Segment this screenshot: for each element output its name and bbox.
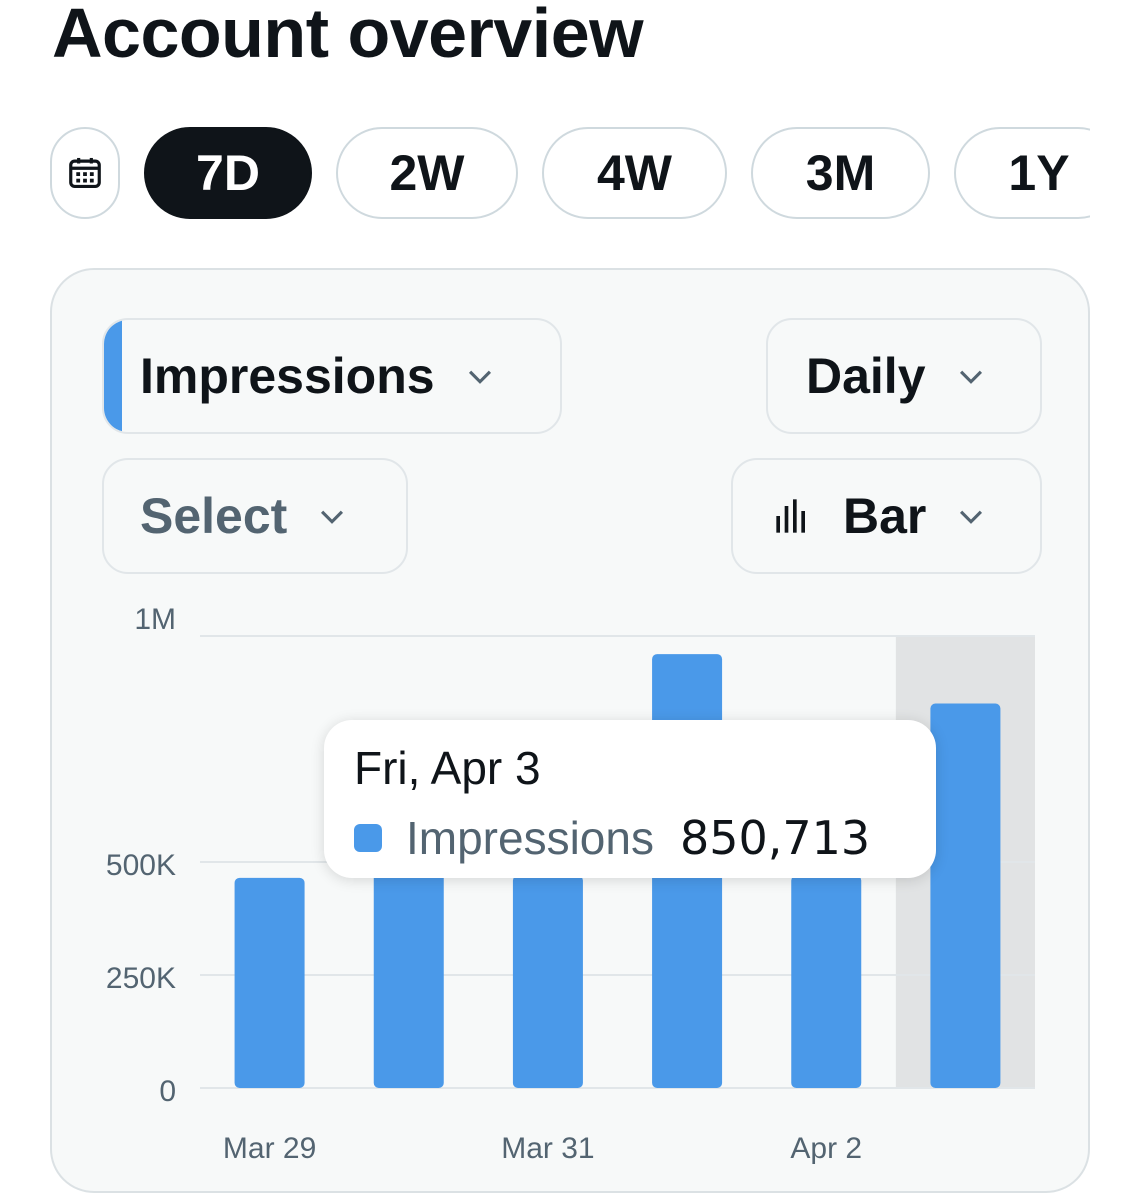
compare-dropdown-label: Select [140, 488, 288, 544]
y-axis-tick-label: 500K [106, 849, 176, 882]
calendar-button[interactable] [50, 127, 120, 219]
compare-dropdown[interactable]: Select [102, 458, 408, 574]
metric-dropdown-label: Impressions [140, 348, 435, 404]
range-tab-7d[interactable]: 7D [144, 127, 312, 219]
chart-bar [512, 875, 583, 1088]
y-axis-tick-label: 250K [106, 962, 176, 995]
date-range-selector: 7D 2W 4W 3M 1Y [50, 127, 1090, 219]
tooltip-row: Impressions 850,713 [354, 810, 936, 866]
range-tab-2w[interactable]: 2W [336, 127, 518, 219]
calendar-icon [69, 157, 101, 189]
chevron-down-icon [468, 370, 491, 384]
chart-tooltip: Fri, Apr 3 Impressions 850,713 [324, 720, 936, 878]
y-axis-tick-label: 1M [134, 603, 176, 636]
chart-type-dropdown-label: Bar [843, 488, 927, 544]
chevron-down-icon [960, 510, 983, 524]
x-axis-tick-label: Mar 29 [223, 1132, 316, 1165]
chart-bar [791, 875, 862, 1088]
chart-type-dropdown[interactable]: Bar [731, 458, 1042, 574]
tooltip-series-swatch [354, 824, 382, 852]
analytics-card: Impressions Daily Select Bar 0 250K 500K 1M… [50, 268, 1090, 1193]
y-axis-tick-label: 0 [159, 1075, 176, 1108]
metric-dropdown[interactable]: Impressions [102, 318, 562, 434]
range-tab-3m[interactable]: 3M [751, 127, 930, 219]
chevron-down-icon [959, 370, 982, 384]
metric-color-indicator [104, 320, 122, 432]
x-axis-tick-label: Mar 31 [501, 1132, 594, 1165]
chart-bar [930, 703, 1001, 1088]
chart-bar [234, 877, 305, 1088]
chevron-down-icon [321, 510, 344, 524]
range-tab-1y[interactable]: 1Y [954, 127, 1090, 219]
tooltip-series-label: Impressions [406, 812, 654, 864]
x-axis-tick-label: Apr 2 [790, 1132, 862, 1165]
page-title: Account overview [52, 0, 644, 72]
bar-chart-icon [776, 499, 805, 533]
tooltip-date: Fri, Apr 3 [354, 742, 541, 794]
chart-bar [373, 871, 444, 1088]
tooltip-series-value: 850,713 [679, 811, 871, 865]
range-tab-4w[interactable]: 4W [542, 127, 727, 219]
interval-dropdown-label: Daily [806, 348, 926, 404]
interval-dropdown[interactable]: Daily [766, 318, 1042, 434]
